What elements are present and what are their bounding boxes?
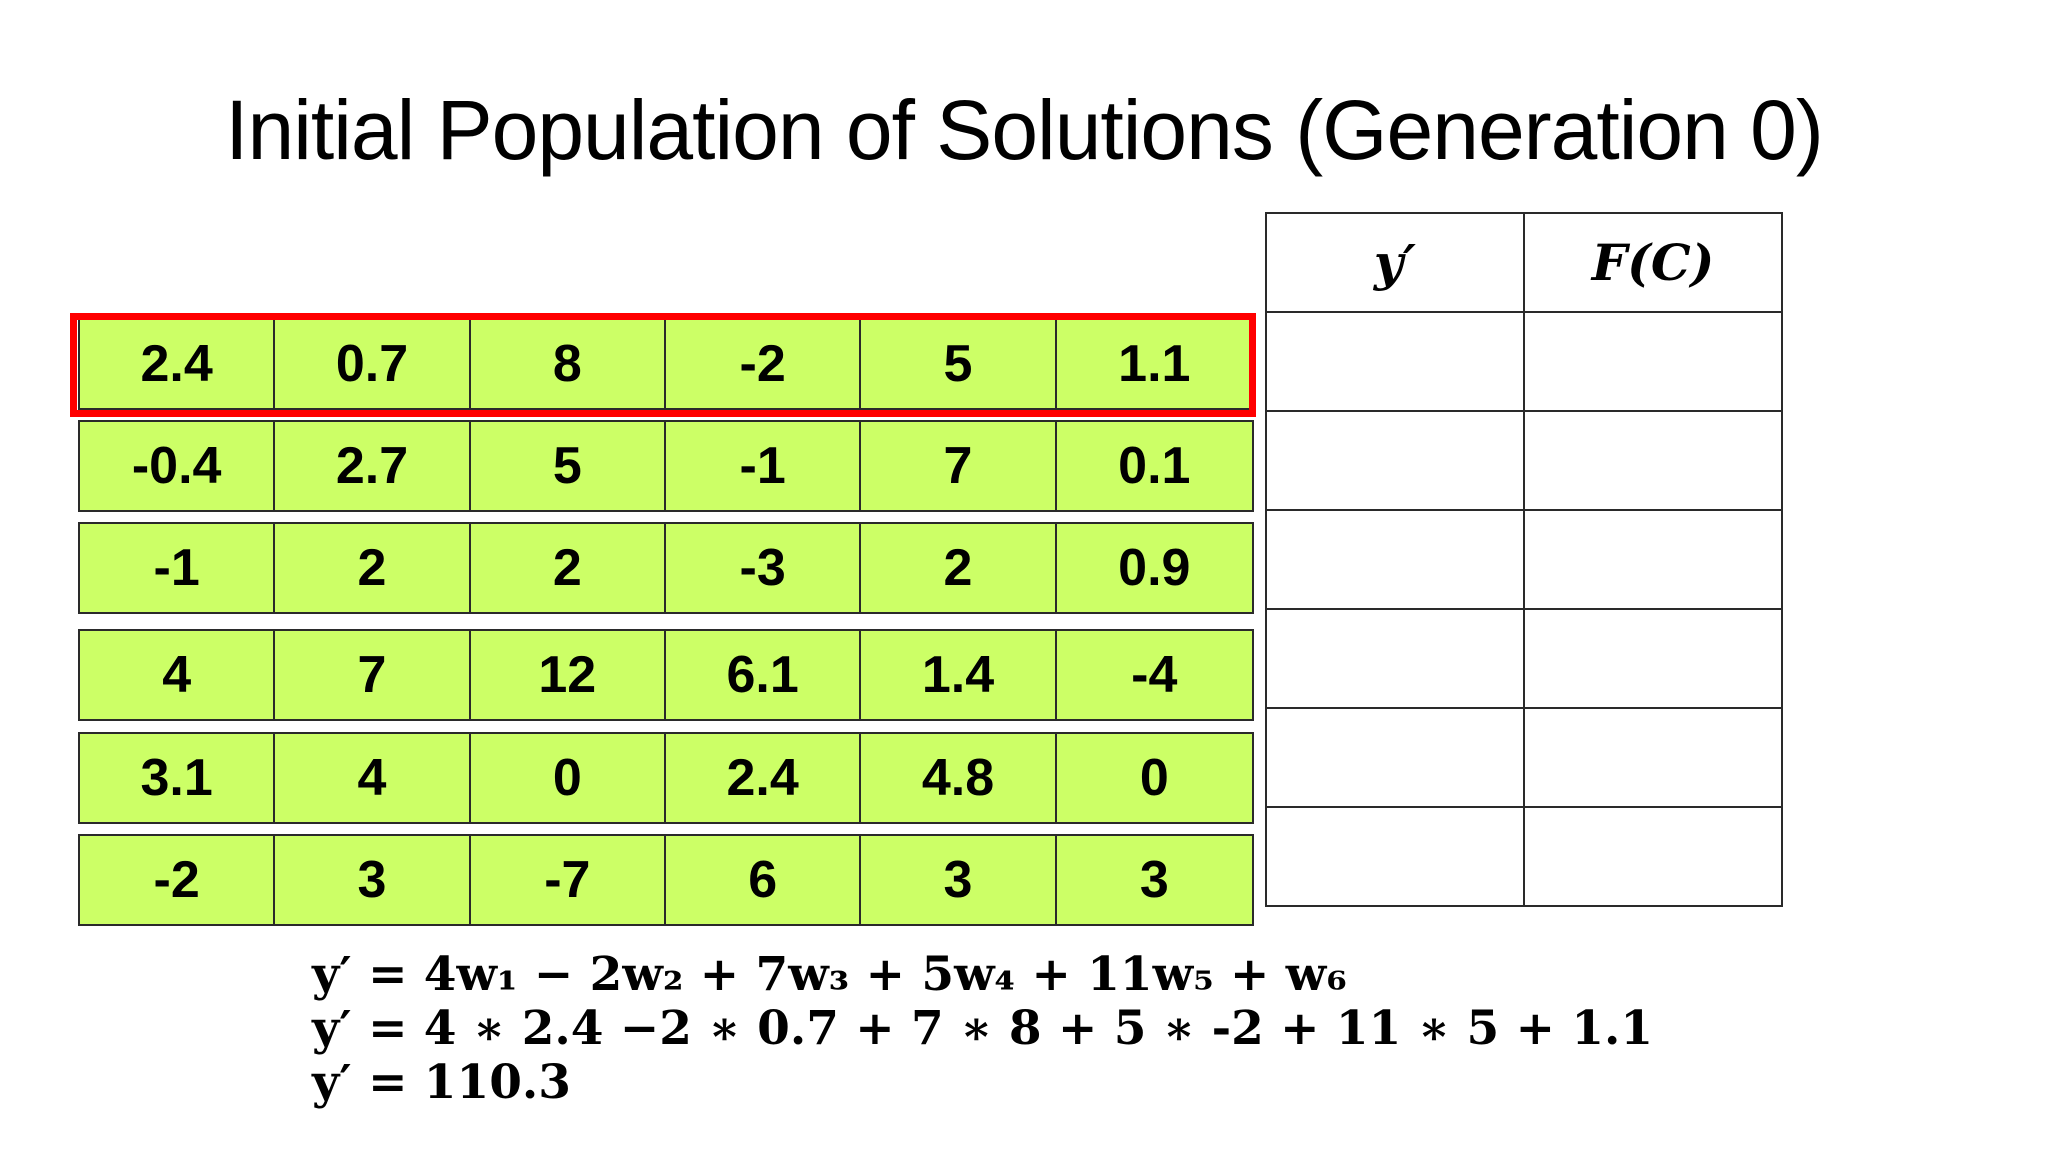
gene-cell: -1 [80,524,276,612]
gene-cell: 2 [275,524,471,612]
fitness-cell [1523,509,1783,610]
output-cell [1265,806,1525,907]
fitness-cell [1523,806,1783,907]
gene-cell: 1.4 [861,631,1057,719]
gene-cell: 2.4 [666,734,862,822]
fitness-cell [1523,608,1783,709]
fitness-row [1265,509,1783,610]
fitness-table: y′ F(C) [1265,212,1783,907]
solution-row-4: 4 7 12 6.1 1.4 -4 [78,629,1254,721]
fitness-row [1265,410,1783,511]
gene-cell: 6.1 [666,631,862,719]
fitness-row [1265,707,1783,808]
gene-cell: 2.4 [80,320,276,408]
output-cell [1265,410,1525,511]
gene-cell: 7 [861,422,1057,510]
gene-cell: 2 [471,524,666,612]
gene-cell: -0.4 [80,422,276,510]
output-cell [1265,311,1525,412]
fitness-table-header: y′ F(C) [1265,212,1783,313]
gene-cell: 0.7 [275,320,471,408]
gene-cell: 7 [275,631,471,719]
gene-cell: 0 [1139,749,1169,807]
formula-definition: y′ = 4w₁ − 2w₂ + 7w₃ + 5w₄ + 11w₅ + w₆ [312,947,1347,1002]
gene-cell: 0.9 [1118,539,1191,597]
gene-cell: 0.1 [1118,437,1191,495]
gene-cell: 4 [80,631,276,719]
gene-cell: 4 [275,734,471,822]
solution-row-3: -1 2 2 -3 2 0.9 [78,522,1254,614]
gene-cell: 3 [861,836,1057,924]
fitness-column-header: F(C) [1523,212,1783,313]
gene-cell: 3 [1139,851,1169,909]
formula-substitution: y′ = 4 ∗ 2.4 −2 ∗ 0.7 + 7 ∗ 8 + 5 ∗ -2 +… [312,1001,1654,1056]
gene-cell: 2.7 [275,422,471,510]
solution-row-6: -2 3 -7 6 3 3 [78,834,1254,926]
output-cell [1265,509,1525,610]
gene-cell: 1.1 [1118,335,1191,393]
solution-row-5: 3.1 4 0 2.4 4.8 0 [78,732,1254,824]
fitness-row [1265,311,1783,412]
gene-cell: 5 [861,320,1057,408]
gene-cell: 3 [275,836,471,924]
gene-cell: 6 [666,836,862,924]
output-column-header: y′ [1265,212,1525,313]
gene-cell: -3 [666,524,862,612]
gene-cell: -2 [666,320,862,408]
formula-result: y′ = 110.3 [312,1055,571,1110]
gene-cell: 8 [471,320,666,408]
solution-row-1: 2.4 0.7 8 -2 5 1.1 [78,318,1254,410]
gene-cell: 3.1 [80,734,276,822]
gene-cell: 2 [861,524,1057,612]
fitness-row [1265,806,1783,907]
solution-row-2: -0.4 2.7 5 -1 7 0.1 [78,420,1254,512]
gene-cell: 12 [471,631,666,719]
fitness-cell [1523,707,1783,808]
output-cell [1265,707,1525,808]
gene-cell: 0 [471,734,666,822]
slide-title: Initial Population of Solutions (Generat… [225,83,1824,177]
gene-cell: 5 [471,422,666,510]
gene-cell: -2 [80,836,276,924]
fitness-cell [1523,311,1783,412]
fitness-cell [1523,410,1783,511]
gene-cell: 4.8 [861,734,1057,822]
gene-cell: -4 [1131,646,1178,704]
output-cell [1265,608,1525,709]
gene-cell: -1 [666,422,862,510]
gene-cell: -7 [471,836,666,924]
fitness-row [1265,608,1783,709]
